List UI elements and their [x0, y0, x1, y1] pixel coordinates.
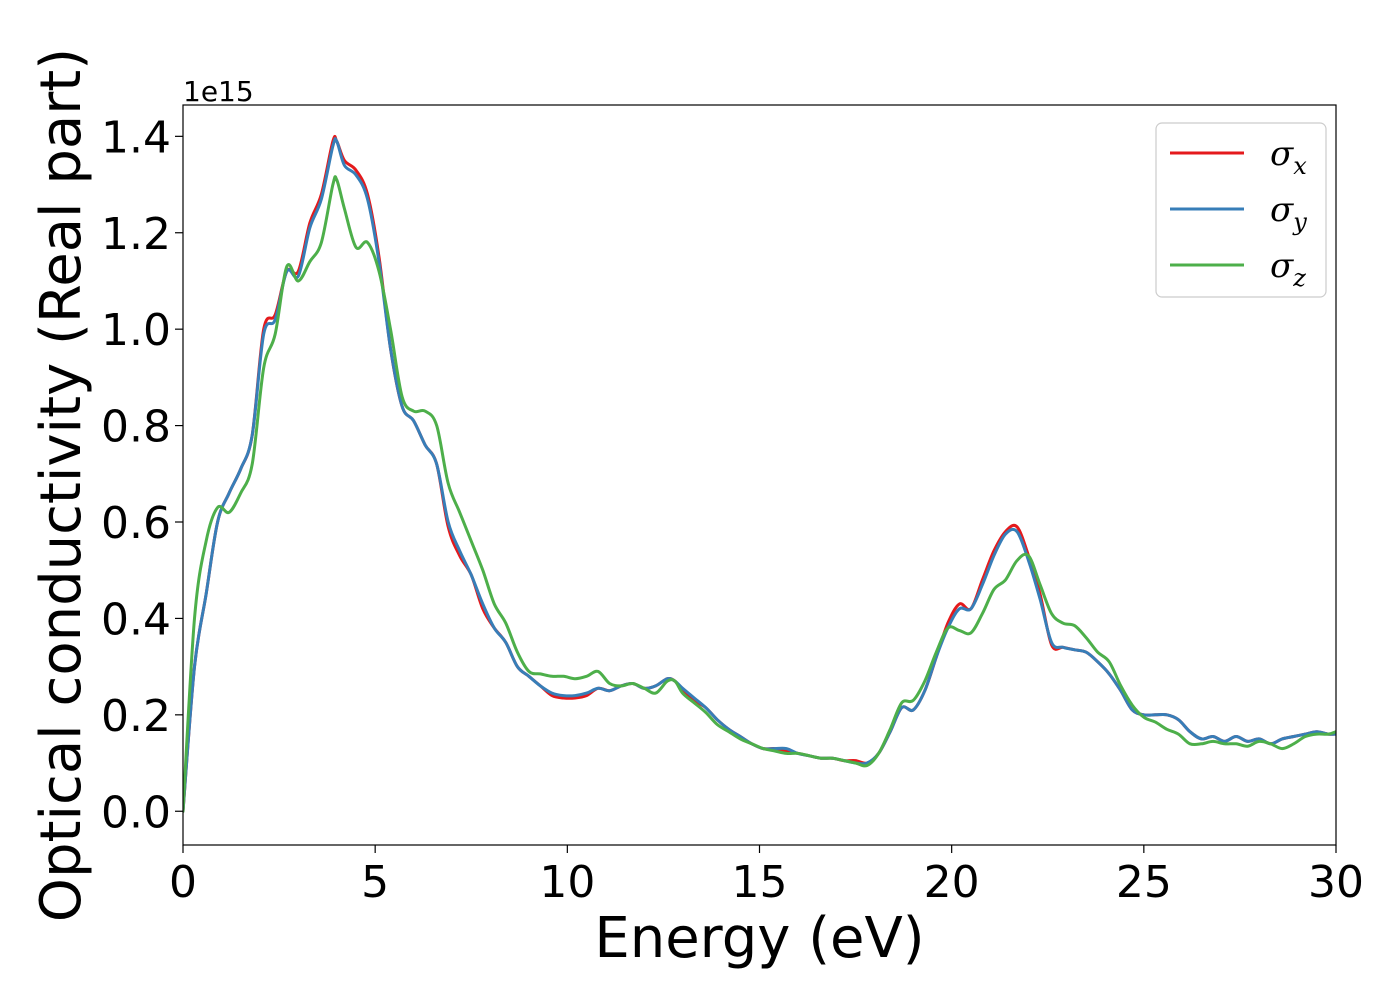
x-axis-title: Energy (eV) [594, 906, 924, 971]
x-tick-label: 25 [1116, 857, 1172, 908]
y-offset-label: 1e15 [183, 75, 254, 108]
x-tick-label: 30 [1308, 857, 1364, 908]
legend-label-y: σy [1270, 190, 1307, 236]
legend: σx σy σz [1155, 122, 1327, 298]
y-tick-label: 1.2 [101, 209, 171, 260]
y-tick-label: 0.2 [101, 691, 171, 742]
legend-label-z: σz [1270, 246, 1306, 292]
legend-label-x: σx [1270, 134, 1307, 180]
series-lines [183, 134, 1336, 813]
x-tick-label: 20 [924, 857, 980, 908]
y-axis-ticks: 0.0 0.2 0.4 0.6 0.8 1.0 1.2 1.4 [101, 112, 183, 838]
x-tick-label: 0 [169, 857, 197, 908]
x-axis-ticks: 0 5 10 15 20 25 30 [169, 845, 1364, 908]
y-tick-label: 0.8 [101, 402, 171, 453]
x-tick-label: 5 [361, 857, 389, 908]
y-tick-label: 0.4 [101, 594, 171, 645]
series-line-z [183, 175, 1336, 813]
y-tick-label: 1.0 [101, 305, 171, 356]
x-tick-label: 15 [732, 857, 788, 908]
y-tick-label: 1.4 [101, 112, 171, 163]
y-tick-label: 0.0 [101, 787, 171, 838]
y-axis-title: Optical conductivity (Real part) [29, 48, 94, 922]
x-tick-label: 10 [539, 857, 595, 908]
y-tick-label: 0.6 [101, 498, 171, 549]
